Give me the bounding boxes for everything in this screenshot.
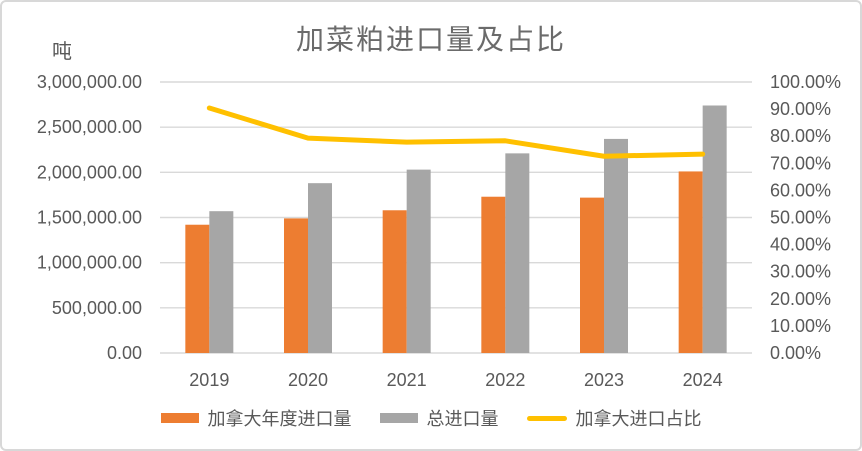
left-axis-tick-label: 2,500,000.00	[37, 117, 142, 137]
x-axis-label-2022: 2022	[485, 370, 525, 390]
x-axis-label-2019: 2019	[189, 370, 229, 390]
right-axis-tick-label: 100.00%	[770, 72, 841, 92]
bar-total-imports-2020	[308, 183, 332, 353]
left-axis-tick-label: 500,000.00	[52, 298, 142, 318]
left-axis-tick-label: 0.00	[107, 343, 142, 363]
left-axis-tick-label: 1,500,000.00	[37, 208, 142, 228]
right-axis-tick-label: 0.00%	[770, 343, 821, 363]
bar-total-imports-2021	[406, 169, 431, 353]
x-axis-label-2024: 2024	[683, 370, 723, 390]
right-axis-tick-label: 40.00%	[770, 235, 831, 255]
right-axis-tick-label: 50.00%	[770, 208, 831, 228]
line-canada-import-share	[206, 105, 706, 159]
right-axis-tick-label: 70.00%	[770, 153, 831, 173]
bar-canada-annual-imports-2024	[678, 171, 703, 353]
legend-label-total-imports: 总进口量	[426, 409, 499, 429]
bar-canada-annual-imports-2021	[382, 210, 407, 353]
right-axis-tick-label: 20.00%	[770, 289, 831, 309]
x-axis-label-2023: 2023	[584, 370, 624, 390]
right-axis-tick-label: 30.00%	[770, 262, 831, 282]
legend-item-canada-import-share: 加拿大进口占比	[526, 405, 702, 431]
legend-label-canada-import-share: 加拿大进口占比	[575, 409, 702, 429]
right-axis-tick-label: 60.00%	[770, 180, 831, 200]
bar-total-imports-2019	[209, 211, 234, 353]
legend-swatch-gray-bar	[379, 413, 418, 423]
bar-canada-annual-imports-2023	[580, 197, 604, 353]
bar-total-imports-2023	[604, 138, 628, 353]
legend-item-canada-annual-imports: 加拿大年度进口量	[160, 405, 352, 431]
x-axis-label-2020: 2020	[288, 370, 328, 390]
right-axis-tick-label: 10.00%	[770, 316, 831, 336]
legend: 加拿大年度进口量 总进口量 加拿大进口占比	[2, 405, 860, 431]
bar-canada-annual-imports-2020	[284, 218, 308, 353]
x-axis-label-2021: 2021	[387, 370, 427, 390]
chart-title: 加菜粕进口量及占比	[295, 24, 566, 55]
bar-canada-annual-imports-2022	[481, 196, 506, 353]
legend-label-canada-annual-imports: 加拿大年度进口量	[207, 409, 352, 429]
left-axis-tick-label: 1,000,000.00	[37, 253, 142, 273]
left-axis-tick-label: 3,000,000.00	[37, 72, 142, 92]
bar-total-imports-2024	[702, 105, 727, 353]
legend-swatch-yellow-line	[526, 415, 567, 421]
legend-swatch-orange-bar	[160, 413, 199, 423]
left-axis-tick-label: 2,000,000.00	[37, 162, 142, 182]
legend-item-total-imports: 总进口量	[379, 405, 499, 431]
right-axis-tick-label: 90.00%	[770, 99, 831, 119]
bar-canada-annual-imports-2019	[185, 224, 210, 353]
right-axis-tick-label: 80.00%	[770, 126, 831, 146]
bar-total-imports-2022	[505, 153, 530, 353]
left-axis-unit-label: 吨	[52, 41, 72, 63]
